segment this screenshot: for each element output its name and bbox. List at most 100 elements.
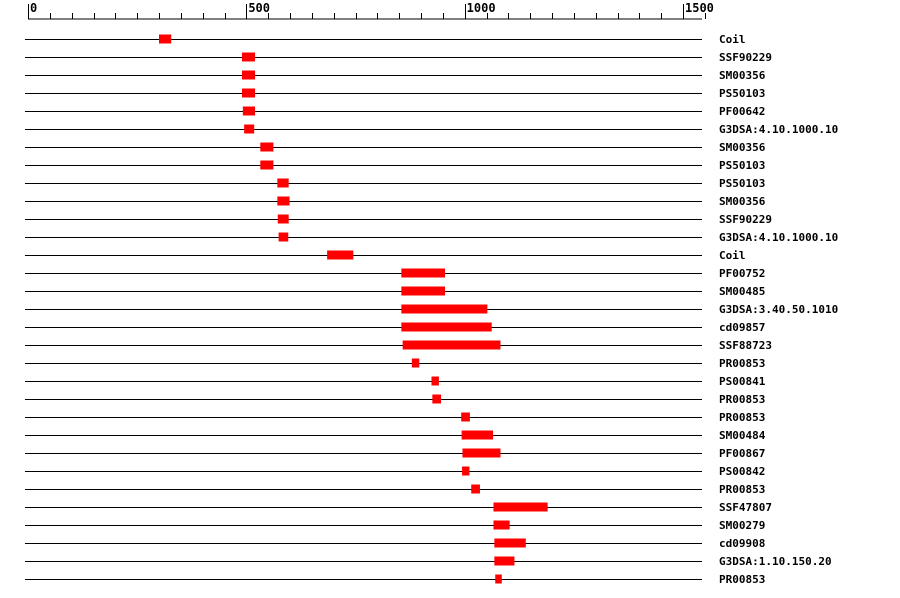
feature-label: Coil [719,249,746,262]
feature-label: SM00279 [719,519,765,532]
feature-label: PF00642 [719,105,765,118]
feature-bar [242,106,256,116]
feature-label: PR00853 [719,483,765,496]
x-axis: 0 500 1000 1500 [28,1,714,20]
feature-label: SM00356 [719,141,766,154]
feature-bar [432,394,442,404]
feature-label: cd09908 [719,537,765,550]
feature-row: SSF47807 [25,501,772,514]
feature-label: cd09857 [719,321,765,334]
feature-bar [401,304,488,314]
feature-bar [471,484,480,494]
feature-row: SM00356 [25,195,766,208]
feature-label: PS00842 [719,465,765,478]
feature-row: Coil [25,249,746,262]
tick-label: 0 [30,1,37,15]
feature-label: SSF90229 [719,51,772,64]
tick-label: 1500 [685,1,714,15]
feature-label: Coil [719,33,746,46]
feature-bar [493,520,510,530]
feature-label: SM00356 [719,195,766,208]
feature-row: SSF90229 [25,213,772,226]
feature-label: SM00485 [719,285,765,298]
feature-row: SSF88723 [25,339,772,352]
feature-bar [495,574,502,584]
feature-bar [260,142,274,152]
feature-label: G3DSA:1.10.150.20 [719,555,832,568]
feature-bar [401,286,446,296]
feature-label: SM00484 [719,429,766,442]
feature-row: SM00356 [25,69,766,82]
feature-row: PR00853 [25,411,765,424]
feature-row: PF00642 [25,105,765,118]
feature-bar [401,322,492,332]
feature-row: PR00853 [25,483,765,496]
feature-row: PS00842 [25,465,765,478]
feature-label: PS50103 [719,159,765,172]
feature-bar [493,502,548,512]
tick-label: 500 [248,1,270,15]
feature-row: G3DSA:4.10.1000.10 [25,123,838,136]
feature-bar [278,232,289,242]
feature-row: PS50103 [25,87,765,100]
feature-bar [402,340,501,350]
feature-row: SM00356 [25,141,766,154]
feature-row: SM00484 [25,429,766,442]
feature-bar [431,376,439,386]
feature-bar [241,88,256,98]
feature-bar [494,556,515,566]
feature-row: SM00485 [25,285,765,298]
feature-row: cd09908 [25,537,765,550]
feature-label: PR00853 [719,357,765,370]
tick-label: 1000 [467,1,496,15]
feature-row: SM00279 [25,519,765,532]
feature-label: SM00356 [719,69,766,82]
feature-bar [494,538,526,548]
feature-row: PR00853 [25,357,765,370]
feature-bar [241,70,256,80]
feature-rows: Coil SSF90229 SM00356 PS50103 PF00642 G3DSA:4… [25,33,838,586]
feature-row: G3DSA:1.10.150.20 [25,555,832,568]
feature-label: PS50103 [719,177,765,190]
feature-row: Coil [25,33,746,46]
feature-label: PS00841 [719,375,766,388]
feature-row: SSF90229 [25,51,772,64]
feature-bar [260,160,274,170]
feature-bar [327,250,354,260]
feature-bar [244,124,255,134]
feature-bar [277,196,290,206]
feature-bar [277,178,289,188]
feature-row: G3DSA:4.10.1000.10 [25,231,838,244]
feature-bar [461,430,494,440]
feature-label: PR00853 [719,573,765,586]
feature-row: G3DSA:3.40.50.1010 [25,303,838,316]
feature-label: PR00853 [719,393,765,406]
feature-label: PF00752 [719,267,765,280]
feature-row: PR00853 [25,393,765,406]
feature-bar [159,34,172,44]
feature-bar [411,358,420,368]
feature-row: PS00841 [25,375,766,388]
feature-row: cd09857 [25,321,765,334]
feature-row: PR00853 [25,573,765,586]
feature-label: SSF88723 [719,339,772,352]
feature-bar [277,214,289,224]
feature-bar [401,268,446,278]
feature-label: SSF47807 [719,501,772,514]
feature-row: PS50103 [25,159,765,172]
feature-label: SSF90229 [719,213,772,226]
feature-row: PF00867 [25,447,765,460]
feature-row: PS50103 [25,177,765,190]
feature-bar [241,52,256,62]
feature-bar [461,412,470,422]
feature-label: PS50103 [719,87,765,100]
feature-bar [462,448,501,458]
feature-label: G3DSA:4.10.1000.10 [719,231,838,244]
feature-label: G3DSA:4.10.1000.10 [719,123,838,136]
feature-label: PR00853 [719,411,765,424]
feature-row: PF00752 [25,267,765,280]
feature-bar [462,466,470,476]
feature-label: PF00867 [719,447,765,460]
feature-label: G3DSA:3.40.50.1010 [719,303,838,316]
